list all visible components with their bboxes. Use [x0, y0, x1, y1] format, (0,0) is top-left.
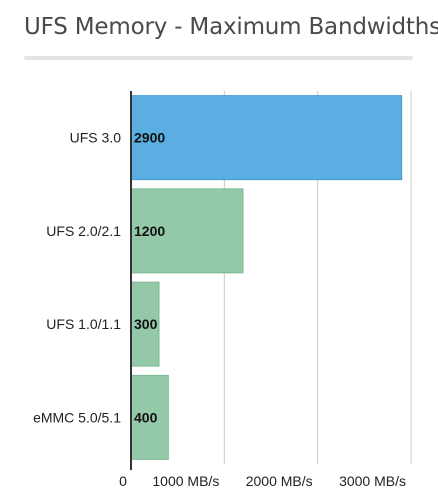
x-tick-label: 1000 MB/s — [152, 473, 219, 489]
category-label: UFS 3.0 — [70, 130, 122, 146]
category-label: UFS 1.0/1.1 — [46, 316, 121, 332]
x-tick-label: 3000 MB/s — [339, 473, 406, 489]
category-label: eMMC 5.0/5.1 — [33, 409, 121, 425]
x-tick-label: 0 — [119, 473, 127, 489]
data-label: 1200 — [134, 223, 165, 239]
bar — [130, 95, 403, 181]
bars — [130, 95, 403, 460]
labels: 2900 UFS 3.0 1200 UFS 2.0/2.1 300 UFS 1.0/1.1… — [33, 130, 406, 489]
x-tick-label: 2000 MB/s — [246, 473, 313, 489]
data-label: 300 — [134, 316, 158, 332]
category-label: UFS 2.0/2.1 — [46, 223, 121, 239]
data-label: 400 — [134, 409, 158, 425]
bar — [130, 188, 244, 274]
data-label: 2900 — [134, 130, 165, 146]
title-divider — [24, 56, 413, 60]
page-title: UFS Memory - Maximum Bandwidths — [24, 14, 438, 40]
